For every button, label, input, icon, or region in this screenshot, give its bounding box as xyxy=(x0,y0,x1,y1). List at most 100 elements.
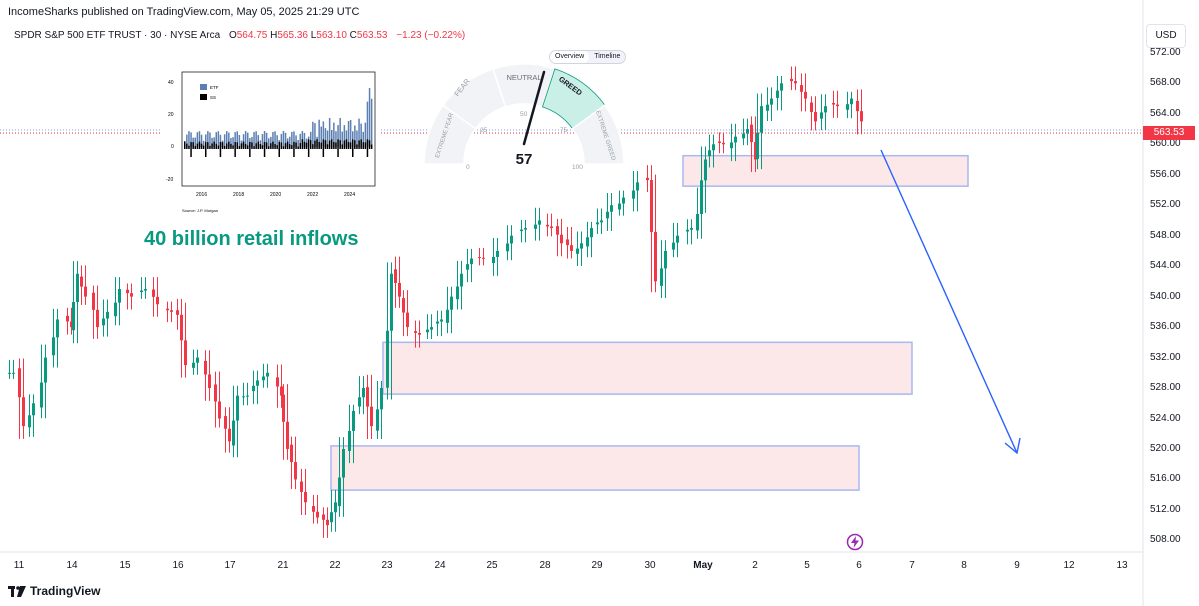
candle xyxy=(156,277,159,317)
high-label: H xyxy=(270,30,278,41)
candles-layer xyxy=(8,66,863,538)
inset-ytick: 40 xyxy=(168,80,174,86)
currency-button[interactable]: USD xyxy=(1146,24,1186,48)
candle xyxy=(746,118,749,146)
inset-bar-etf xyxy=(324,128,327,147)
candle xyxy=(144,277,147,299)
candle xyxy=(286,384,289,460)
price-zone[interactable] xyxy=(330,445,860,491)
inset-xtick: 2016 xyxy=(196,192,207,198)
inset-bar-etf xyxy=(368,88,371,147)
high-value: 565.36 xyxy=(277,30,308,41)
time-axis-tick: 28 xyxy=(539,560,551,571)
inset-bar-etf xyxy=(335,131,337,147)
candle xyxy=(800,73,803,112)
candle xyxy=(824,94,827,130)
inset-bar-ss xyxy=(228,141,230,149)
candle xyxy=(242,382,245,406)
price-axis-tick: 524.00 xyxy=(1150,412,1181,424)
candle xyxy=(390,262,393,400)
candle xyxy=(370,374,373,440)
inset-bar-ss xyxy=(368,140,371,149)
inset-bar-ss xyxy=(186,143,188,149)
annotation-text[interactable]: 40 billion retail inflows xyxy=(144,228,359,250)
price-zone[interactable] xyxy=(382,341,913,395)
inset-bar-etf xyxy=(255,131,257,147)
inset-bar-ss xyxy=(242,141,245,149)
inset-bar-ss xyxy=(326,144,329,149)
candle xyxy=(538,207,541,241)
candle xyxy=(40,344,43,419)
time-axis-tick: 12 xyxy=(1063,560,1075,571)
candle xyxy=(22,358,25,439)
candle xyxy=(256,370,259,405)
tab-overview[interactable]: Overview xyxy=(550,51,590,63)
candle xyxy=(208,350,211,401)
lightning-icon[interactable] xyxy=(846,533,864,551)
inset-bar-ss xyxy=(219,142,222,157)
inset-bar-ss xyxy=(205,142,207,157)
candle xyxy=(276,364,279,408)
inset-bar-etf xyxy=(328,117,331,147)
candle xyxy=(366,374,369,440)
inset-bar-ss xyxy=(192,142,194,149)
candle xyxy=(606,192,609,231)
footer-brand[interactable]: TradingView xyxy=(8,584,100,598)
inset-bar-ss xyxy=(236,142,238,149)
time-axis-tick: 17 xyxy=(224,560,236,571)
down-arrow[interactable] xyxy=(880,149,1021,455)
inset-bar-ss xyxy=(320,142,322,149)
inset-flows-chart: 40 20 0 -20 2016 2018 2020 2022 2024 Sou… xyxy=(160,70,380,218)
inset-bar-ss xyxy=(349,142,352,149)
inset-bar-ss xyxy=(341,144,343,149)
inset-bar-ss xyxy=(276,145,278,149)
gauge-segment-extreme-greed xyxy=(571,104,625,165)
inset-bar-ss xyxy=(221,142,224,149)
inset-bar-etf xyxy=(261,134,264,147)
candle xyxy=(126,283,129,310)
tradingview-logo-icon xyxy=(8,585,26,597)
inset-bar-etf xyxy=(223,134,226,147)
inset-bars xyxy=(184,88,373,157)
inset-bar-etf xyxy=(230,137,232,147)
inset-bar-etf xyxy=(322,121,325,147)
candle xyxy=(590,221,593,258)
candle xyxy=(414,320,417,348)
inset-bar-etf xyxy=(270,136,272,147)
candle xyxy=(76,261,79,344)
symbol-name[interactable]: SPDR S&P 500 ETF TRUST · 30 · NYSE Arca xyxy=(14,30,221,41)
inset-bar-etf xyxy=(326,130,329,147)
inset-ytick: -20 xyxy=(166,177,173,183)
inset-bar-etf xyxy=(226,131,228,147)
candle xyxy=(610,192,613,231)
inset-bar-ss xyxy=(307,139,310,157)
candle xyxy=(28,394,31,437)
inset-bar-ss xyxy=(265,142,268,149)
candle xyxy=(478,247,481,266)
candle xyxy=(290,436,293,490)
inset-bar-etf xyxy=(282,131,285,147)
price-zone[interactable] xyxy=(682,154,969,187)
inset-bar-ss xyxy=(360,139,362,149)
inset-bar-etf xyxy=(251,137,253,147)
time-axis-tick: 16 xyxy=(172,560,184,571)
inset-xtick: 2024 xyxy=(344,192,355,198)
candle xyxy=(192,349,195,375)
inset-xtick: 2018 xyxy=(233,192,244,198)
candle xyxy=(704,146,707,213)
price-axis-tick: 552.00 xyxy=(1150,199,1181,211)
price-axis-tick: 568.00 xyxy=(1150,77,1181,89)
close-label: C xyxy=(349,30,357,41)
inset-bar-etf xyxy=(205,134,207,147)
gauge-value: 57 xyxy=(516,151,533,168)
candle xyxy=(846,91,849,119)
tab-timeline[interactable]: Timeline xyxy=(594,53,621,60)
price-axis-tick: 508.00 xyxy=(1150,534,1181,546)
time-axis-tick: 7 xyxy=(909,560,915,571)
time-axis-tick: 2 xyxy=(752,560,758,571)
inset-bar-etf xyxy=(333,122,335,147)
inset-bar-etf xyxy=(360,123,362,147)
candle xyxy=(326,507,329,538)
candle xyxy=(398,256,401,308)
